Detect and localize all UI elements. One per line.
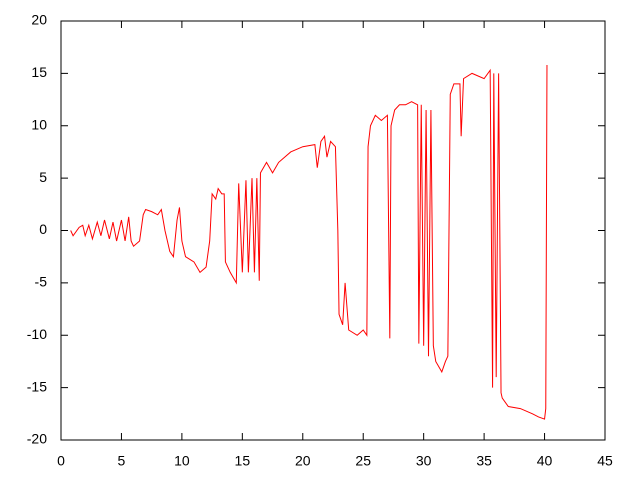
x-tick-label: 10 <box>174 453 190 469</box>
y-tick-label: 0 <box>39 221 47 237</box>
x-tick-label: 20 <box>295 453 311 469</box>
x-tick-label: 0 <box>57 453 65 469</box>
y-tick-label: -5 <box>35 274 48 290</box>
x-tick-label: 40 <box>537 453 553 469</box>
y-tick-label: -20 <box>27 431 47 447</box>
y-tick-label: -15 <box>27 378 47 394</box>
y-tick-label: -10 <box>27 326 47 342</box>
y-tick-label: 15 <box>31 64 47 80</box>
plot-border <box>60 20 606 441</box>
x-tick-label: 15 <box>235 453 251 469</box>
x-tick-label: 30 <box>416 453 432 469</box>
y-tick-label: 5 <box>39 169 47 185</box>
y-tick-label: 10 <box>31 116 47 132</box>
x-tick-label: 5 <box>118 453 126 469</box>
x-tick-label: 45 <box>597 453 613 469</box>
data-line <box>70 64 548 420</box>
x-tick-label: 35 <box>476 453 492 469</box>
y-tick-label: 20 <box>31 12 47 28</box>
x-tick-label: 25 <box>355 453 371 469</box>
